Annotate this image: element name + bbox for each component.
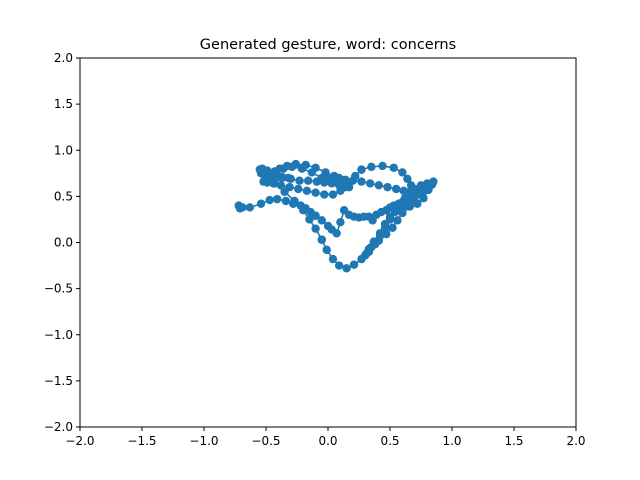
x-tick-label: 2.0 [566,434,585,448]
x-tick-label: 1.0 [442,434,461,448]
x-tick-label: −1.0 [189,434,218,448]
data-point [348,176,357,185]
data-point [317,216,326,225]
data-point [281,196,291,206]
x-tick-label: 1.5 [504,434,523,448]
data-point [357,165,366,174]
x-tick-label: 0.5 [380,434,399,448]
data-point [328,254,338,264]
data-point [238,203,247,212]
data-point [328,190,338,199]
data-point [265,195,274,205]
data-point [383,182,392,192]
x-tick-label: −0.5 [251,434,280,448]
data-point [398,208,407,218]
data-point [269,179,278,188]
y-tick-label: 0.0 [54,236,73,250]
data-point [357,177,366,186]
data-point [342,264,351,273]
y-tick-label: −1.0 [44,328,73,342]
data-point [364,247,374,256]
y-tick-label: −2.0 [44,420,73,434]
data-point [272,194,282,204]
data-point [380,223,390,232]
y-tick-label: 2.0 [54,51,73,65]
data-point [393,216,402,225]
data-point [332,229,341,238]
data-point [400,194,410,203]
x-tick-label: −2.0 [65,434,94,448]
x-tick-label: −1.5 [127,434,156,448]
data-point [277,173,287,183]
data-point [303,176,313,185]
data-point [291,159,300,169]
data-point [378,161,387,171]
data-point [295,176,304,185]
data-point [311,163,320,172]
data-point [284,173,293,183]
data-point [263,178,272,187]
data-point [301,160,310,170]
chart-title: Generated gesture, word: concerns [200,37,456,53]
data-point [390,206,400,215]
data-point [405,187,415,196]
data-point [256,199,266,208]
data-point [311,211,320,220]
data-point [416,181,426,190]
data-point [398,168,407,177]
data-point [336,218,345,227]
data-point [385,215,395,224]
data-point [245,203,255,212]
data-point [294,184,303,194]
y-tick-label: −0.5 [44,282,73,296]
data-point [299,206,308,215]
data-point [311,224,320,233]
data-point [365,179,375,188]
data-point [375,231,385,241]
data-point [367,162,376,172]
data-point [285,182,294,192]
x-tick-label: 0.0 [318,434,337,448]
data-point [311,188,320,197]
data-point [320,190,329,199]
data-point [388,223,397,232]
data-point [334,261,344,270]
data-point [349,260,359,269]
plot-area [234,159,438,273]
data-point [399,186,408,196]
y-tick-label: 1.0 [54,143,73,157]
data-point [276,181,286,190]
data-point [357,254,366,264]
y-tick-label: 1.5 [54,97,73,111]
data-point [413,199,422,208]
axes: −2.0 −1.5 −1.0 −0.5 0.0 0.5 1.0 1.5 2.0 −2.0 −1.5 −… [44,51,586,448]
data-point [389,163,398,172]
data-point [302,186,312,196]
data-point [330,171,339,181]
data-point [282,161,292,171]
data-point [395,199,405,208]
data-point [392,184,401,194]
data-point [403,174,412,184]
y-tick-label: 0.5 [54,189,73,203]
data-point [290,196,299,206]
data-point [321,168,330,177]
data-point [305,215,314,224]
data-point [374,181,384,190]
y-tick-label: −1.5 [44,374,73,388]
data-point [419,194,428,203]
data-point [336,186,345,196]
data-point [317,235,326,244]
data-point [370,240,380,249]
data-point [322,245,331,255]
